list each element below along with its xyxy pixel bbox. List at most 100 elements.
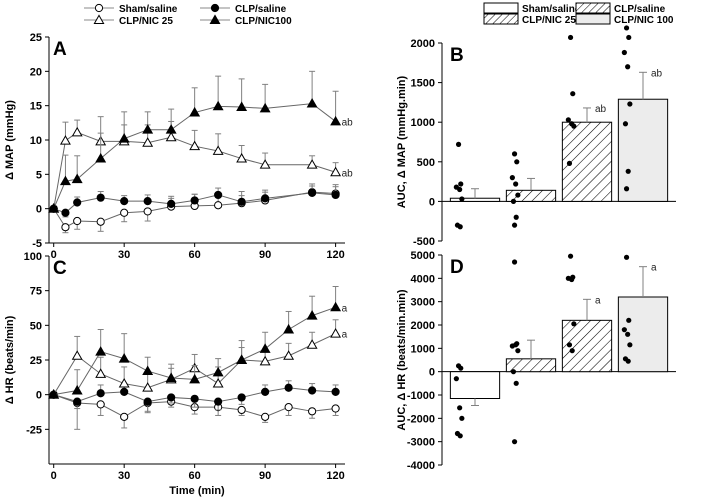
bar	[449, 371, 501, 399]
data-point	[566, 342, 573, 348]
data-point	[625, 168, 631, 174]
data-point	[259, 159, 271, 169]
panel-d: -4000 -3000 -2000 -1000 0 1000 2000 3000 4000 500…	[396, 250, 676, 472]
legend-entry: CLP/saline	[200, 3, 287, 15]
data-point	[627, 101, 633, 107]
y-tick-label: 2000	[411, 38, 435, 50]
data-point	[190, 394, 199, 403]
legend-label: Sham/saline	[522, 4, 581, 15]
data-point	[284, 383, 293, 392]
legend-swatch	[575, 2, 611, 14]
data-point	[165, 124, 177, 134]
data-point	[118, 133, 130, 143]
data-point	[567, 34, 574, 41]
data-point	[143, 397, 152, 406]
data-point	[120, 412, 129, 421]
x-tick-label: 30	[118, 470, 130, 482]
data-point	[259, 102, 271, 113]
significance-label: ab	[651, 68, 663, 79]
data-point	[236, 152, 248, 163]
panel-label: C	[53, 258, 67, 279]
data-point	[627, 342, 633, 348]
data-point	[306, 97, 318, 108]
y-tick-label: -1000	[407, 390, 435, 402]
data-point	[513, 342, 519, 348]
data-point	[120, 387, 129, 396]
y-tick-label: 3000	[411, 297, 435, 309]
data-point	[96, 193, 105, 202]
y-tick-label: 0	[36, 204, 42, 216]
significance-label: a	[342, 330, 348, 341]
data-point	[284, 403, 293, 412]
data-point	[513, 181, 519, 187]
legend-entry: CLP/NIC 25	[84, 14, 173, 27]
data-point	[571, 321, 577, 327]
data-point	[459, 415, 465, 421]
legend-marker	[94, 3, 104, 13]
data-point	[214, 201, 223, 210]
data-point	[510, 369, 517, 375]
data-point	[458, 365, 464, 371]
x-tick-label: 60	[189, 249, 201, 261]
data-point	[308, 188, 317, 197]
significance-label: a	[595, 295, 601, 306]
data-point	[308, 386, 317, 395]
data-point	[118, 377, 130, 388]
legend-entry: CLP/NIC100	[200, 14, 292, 27]
y-tick-label: 1000	[411, 117, 435, 129]
data-point	[96, 389, 105, 398]
series-clp-nic100	[48, 286, 342, 399]
x-tick-label: 0	[51, 470, 57, 482]
data-point	[459, 196, 465, 202]
legend-entry: CLP/NIC 25	[483, 13, 576, 26]
data-point	[236, 101, 248, 111]
y-tick-label: 5	[36, 169, 42, 181]
y-tick-label: -5	[32, 238, 42, 250]
data-point	[331, 387, 340, 396]
data-point	[330, 166, 342, 177]
x-tick-label: 0	[51, 249, 57, 261]
data-point	[567, 253, 574, 259]
data-point	[237, 405, 246, 415]
data-point	[189, 106, 201, 117]
bar-group: ab	[617, 25, 669, 202]
data-point	[71, 350, 83, 360]
legend-label: CLP/saline	[614, 4, 666, 15]
y-tick-label: 100	[24, 251, 42, 263]
legend-label: CLP/NIC 25	[522, 15, 576, 26]
legend-bar-panels: Sham/saline CLP/saline CLP/NIC 25 CLP/NIC 1…	[483, 2, 674, 26]
data-point	[96, 217, 105, 226]
data-point	[142, 382, 154, 392]
data-point	[511, 222, 518, 228]
y-axis-label: AUC, Δ MAP (mmHg.min)	[396, 75, 408, 208]
legend-swatch	[575, 13, 611, 25]
data-point	[167, 393, 176, 402]
data-point	[237, 393, 246, 402]
data-point	[283, 350, 295, 360]
data-point	[283, 323, 295, 334]
y-tick-label: 0	[36, 390, 42, 402]
data-point	[514, 159, 520, 165]
data-point	[626, 317, 632, 323]
y-tick-label: -2000	[407, 413, 435, 425]
data-point	[120, 208, 129, 217]
data-point	[511, 439, 518, 445]
y-tick-label: 0	[429, 196, 435, 208]
data-point	[509, 175, 515, 181]
data-point	[330, 115, 342, 126]
y-tick-label: 1500	[411, 78, 435, 90]
panel-b: -500 0 500 1000 1500 2000 AUC, Δ MAP (mmHg.min…	[396, 25, 676, 248]
y-tick-label: 4000	[411, 273, 435, 285]
panel-a: -5 0 5 10 15 20 25 0 30 60 90 120 Δ MAP (mmHg) Aab ab	[4, 32, 353, 261]
bar-group: a	[561, 253, 613, 373]
panel-label: B	[450, 45, 464, 66]
y-tick-label: -500	[413, 236, 435, 248]
data-point	[143, 207, 152, 216]
data-point	[73, 216, 82, 226]
legend-marker	[210, 3, 220, 13]
data-point	[261, 412, 270, 421]
data-point	[73, 198, 82, 207]
data-point	[189, 373, 201, 384]
y-tick-label: 5000	[411, 250, 435, 262]
data-point	[511, 259, 518, 265]
